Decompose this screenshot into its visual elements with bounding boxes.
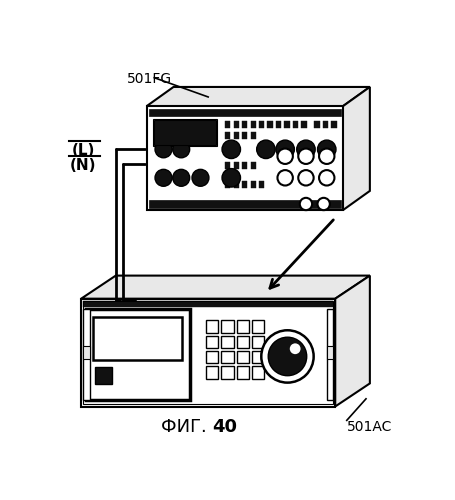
Circle shape [173, 170, 190, 186]
Bar [206, 336, 218, 348]
Bar [225, 162, 231, 168]
Bar [251, 162, 256, 168]
Bar [225, 121, 231, 128]
Circle shape [319, 148, 334, 164]
Bar [81, 298, 335, 406]
Bar [233, 181, 239, 188]
Circle shape [192, 170, 209, 186]
Bar [252, 351, 264, 364]
Polygon shape [335, 276, 370, 406]
Bar [221, 336, 233, 348]
Bar [242, 121, 248, 128]
Bar [233, 121, 239, 128]
Bar [242, 132, 248, 138]
Bar [284, 121, 290, 128]
Bar [153, 118, 217, 146]
Bar [276, 121, 281, 128]
Circle shape [278, 170, 293, 186]
Circle shape [278, 148, 293, 164]
Circle shape [297, 140, 315, 158]
Bar [331, 121, 337, 128]
Bar [251, 121, 256, 128]
Bar [327, 346, 333, 359]
Bar [251, 181, 256, 188]
Circle shape [319, 170, 334, 186]
Bar [237, 366, 249, 379]
Polygon shape [81, 276, 370, 298]
Bar [86, 310, 190, 400]
Circle shape [155, 170, 172, 186]
Polygon shape [147, 87, 370, 106]
Text: 40: 40 [212, 418, 237, 436]
Bar [83, 301, 333, 307]
Bar [206, 351, 218, 364]
Bar [95, 367, 112, 384]
Bar [237, 320, 249, 332]
Bar [149, 200, 341, 208]
Bar [221, 320, 233, 332]
Bar [206, 320, 218, 332]
Bar [293, 121, 298, 128]
Text: (L): (L) [72, 142, 95, 158]
Bar [147, 106, 343, 210]
Text: (N): (N) [70, 158, 96, 173]
Circle shape [222, 168, 241, 187]
Circle shape [318, 140, 336, 158]
Bar [233, 162, 239, 168]
Circle shape [298, 170, 313, 186]
Bar [225, 132, 231, 138]
Circle shape [173, 141, 190, 158]
Circle shape [261, 330, 313, 382]
Bar [83, 346, 90, 359]
Bar [93, 317, 182, 360]
Text: 501AC: 501AC [347, 420, 392, 434]
Bar [237, 351, 249, 364]
Bar [252, 336, 264, 348]
Circle shape [155, 141, 172, 158]
Bar [221, 366, 233, 379]
Bar [242, 162, 248, 168]
Bar [149, 108, 341, 116]
Bar [225, 181, 231, 188]
Polygon shape [343, 87, 370, 210]
Bar [252, 320, 264, 332]
Bar [323, 121, 328, 128]
Circle shape [276, 140, 294, 158]
Bar [233, 132, 239, 138]
Bar [327, 310, 333, 400]
Bar [237, 336, 249, 348]
Bar [83, 310, 90, 400]
Circle shape [318, 198, 330, 210]
Bar [252, 366, 264, 379]
Circle shape [222, 140, 241, 158]
Bar [259, 121, 264, 128]
Bar [251, 132, 256, 138]
Bar [314, 121, 320, 128]
Bar [259, 181, 264, 188]
Circle shape [290, 344, 301, 354]
Bar [301, 121, 307, 128]
Bar [83, 301, 333, 404]
Bar [154, 120, 216, 144]
Bar [221, 351, 233, 364]
Circle shape [268, 337, 307, 376]
Circle shape [257, 140, 275, 158]
Bar [206, 366, 218, 379]
Bar [268, 121, 273, 128]
Bar [242, 181, 248, 188]
Circle shape [300, 198, 312, 210]
Text: ФИГ.: ФИГ. [161, 418, 212, 436]
Circle shape [298, 148, 313, 164]
Text: 501FG: 501FG [127, 72, 172, 86]
